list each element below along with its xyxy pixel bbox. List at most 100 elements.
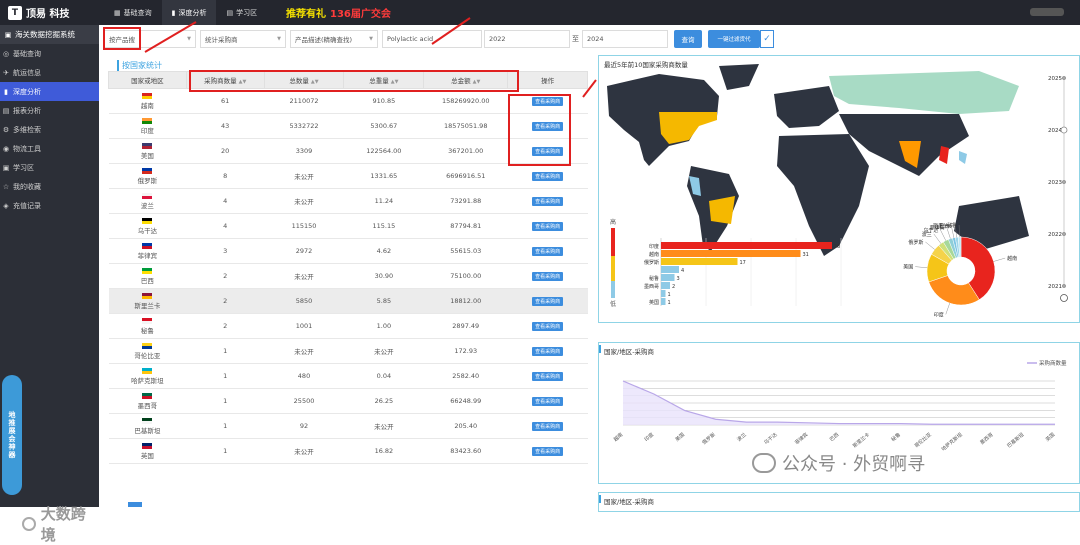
peru-shape[interactable] (689, 176, 701, 196)
view-buyers-button[interactable]: 查看采购商 (532, 446, 564, 456)
description-type-select[interactable]: 产品描述(精确查找) ▼ (290, 30, 378, 48)
timeline-node[interactable] (1062, 76, 1066, 80)
flag-icon (142, 92, 153, 99)
play-button-icon[interactable] (1060, 294, 1068, 302)
col-weight[interactable]: 总重量 ▲▼ (343, 71, 425, 89)
bar-mark[interactable] (661, 298, 666, 305)
sort-icon[interactable]: ▲▼ (310, 79, 319, 85)
vietnam-shape[interactable] (939, 146, 949, 164)
view-buyers-button[interactable]: 查看采购商 (532, 146, 564, 156)
view-buyers-button[interactable]: 查看采购商 (532, 371, 564, 381)
europe-shape[interactable] (774, 86, 839, 128)
promo-canton-fair-link[interactable]: 136届广交会 (330, 9, 391, 20)
bar-value-label: 4 (681, 268, 684, 274)
line-series[interactable] (622, 380, 1055, 425)
wechat-icon (752, 453, 776, 473)
philippines-shape[interactable] (959, 151, 967, 164)
timeline-node[interactable] (1062, 180, 1066, 184)
usa-shape[interactable] (659, 112, 717, 144)
check-icon[interactable]: ✓ (760, 30, 774, 48)
view-buyers-button[interactable]: 查看采购商 (532, 346, 564, 356)
bar-mark[interactable] (661, 274, 675, 281)
greenland-shape[interactable] (719, 64, 759, 90)
bar-mark[interactable] (661, 290, 666, 297)
sidebar-item[interactable]: ⚙ 多维检索 (0, 120, 99, 139)
sort-icon[interactable]: ▲▼ (472, 79, 481, 85)
timeline-year-label[interactable]: 2021 (1048, 284, 1062, 290)
africa-shape[interactable] (777, 134, 869, 256)
filter-icon: ⚙ (2, 125, 10, 134)
view-buyers-button[interactable]: 查看采购商 (532, 121, 564, 131)
topnav-item-learning[interactable]: ▤ 学习区 (216, 0, 267, 25)
sidebar-item[interactable]: ✈ 航运信息 (0, 63, 99, 82)
sidebar-item[interactable]: ◈ 充值记录 (0, 196, 99, 215)
year-to-input[interactable]: 2024 (582, 30, 668, 48)
sidebar-item[interactable]: ▤ 报表分析 (0, 101, 99, 120)
australia-shape[interactable] (954, 196, 1029, 251)
view-buyers-button[interactable]: 查看采购商 (532, 221, 564, 231)
sort-icon[interactable]: ▲▼ (390, 79, 399, 85)
sidebar-item[interactable]: ▮ 深度分析 (0, 82, 99, 101)
sidebar-item[interactable]: ◎ 基础查询 (0, 44, 99, 63)
timeline-node[interactable] (1062, 284, 1066, 288)
promo-referral-link[interactable]: 推荐有礼 (286, 9, 326, 20)
bar-mark[interactable] (661, 242, 832, 249)
pagination-current[interactable] (128, 502, 142, 507)
view-buyers-button[interactable]: 查看采购商 (532, 171, 564, 181)
timeline-year-label[interactable]: 2022 (1048, 232, 1062, 238)
view-buyers-button[interactable]: 查看采购商 (532, 196, 564, 206)
pie-slice[interactable] (957, 236, 962, 258)
country-cell: 菲律宾 (108, 238, 187, 264)
view-buyers-button[interactable]: 查看采购商 (532, 96, 564, 106)
bar-mark[interactable] (661, 250, 801, 257)
topnav-item-deep-analysis[interactable]: ▮ 深度分析 (161, 0, 217, 25)
watermark-left: 大数跨境 (22, 503, 99, 545)
sidebar-item[interactable]: ▣ 学习区 (0, 158, 99, 177)
timeline-node[interactable] (1062, 232, 1066, 236)
sidebar-item[interactable]: ☆ 我的收藏 (0, 177, 99, 196)
timeline-year-label[interactable]: 2024 (1048, 128, 1062, 134)
bar-mark[interactable] (661, 282, 670, 289)
stat-type-select[interactable]: 统计采购商 ▼ (200, 30, 286, 48)
cell-weight: 26.25 (343, 388, 424, 414)
brazil-shape[interactable] (709, 196, 735, 224)
col-buyers-label: 采购商数量 (204, 77, 237, 85)
col-buyers[interactable]: 采购商数量 ▲▼ (185, 71, 265, 89)
timeline-year-label[interactable]: 2023 (1048, 180, 1062, 186)
database-icon: ▣ (4, 30, 12, 39)
view-buyers-button[interactable]: 查看采购商 (532, 296, 564, 306)
view-buyers-button[interactable]: 查看采购商 (532, 396, 564, 406)
watermark-right-text: 公众号 · 外贸啊寻 (782, 454, 926, 475)
cell-weight: 5.85 (343, 288, 424, 314)
country-name: 哈萨克斯坦 (131, 376, 164, 385)
year-from-input[interactable]: 2022 (484, 30, 570, 48)
sort-icon[interactable]: ▲▼ (238, 79, 247, 85)
russia-shape[interactable] (829, 71, 1019, 114)
bar-mark[interactable] (661, 266, 679, 273)
line-category-label: 美国 (674, 431, 686, 443)
expo-tool-widget[interactable]: 地推展会神器 (2, 375, 22, 495)
app-logo[interactable]: T 顶易 科技 (8, 5, 69, 20)
query-button[interactable]: 查询 (674, 30, 702, 48)
sidebar-item[interactable]: ◉ 物流工具 (0, 139, 99, 158)
view-buyers-button[interactable]: 查看采购商 (532, 321, 564, 331)
keyword-input[interactable]: Polylactic acid (382, 30, 482, 48)
user-menu[interactable] (1030, 8, 1064, 16)
annotation-arrow (144, 21, 197, 53)
timeline-year-label[interactable]: 2025 (1048, 76, 1062, 82)
col-amount[interactable]: 总金额 ▲▼ (423, 71, 509, 89)
action-cell: 查看采购商 (507, 238, 588, 264)
filter-forwarder-button[interactable]: 一键过滤货代 (708, 30, 760, 48)
view-buyers-button[interactable]: 查看采购商 (532, 271, 564, 281)
country-cell: 巴基斯坦 (108, 413, 187, 439)
timeline-node[interactable] (1060, 126, 1068, 134)
topnav-item-basic-query[interactable]: ▦ 基础查询 (104, 0, 162, 25)
india-shape[interactable] (899, 141, 921, 168)
view-buyers-button[interactable]: 查看采购商 (532, 246, 564, 256)
view-buyers-button[interactable]: 查看采购商 (532, 421, 564, 431)
col-quantity[interactable]: 总数量 ▲▼ (263, 71, 345, 89)
line-category-label: 秘鲁 (890, 431, 902, 443)
bar-mark[interactable] (661, 258, 738, 265)
sidebar-item-label: 我的收藏 (13, 182, 41, 191)
pie-leader-line (915, 266, 928, 268)
